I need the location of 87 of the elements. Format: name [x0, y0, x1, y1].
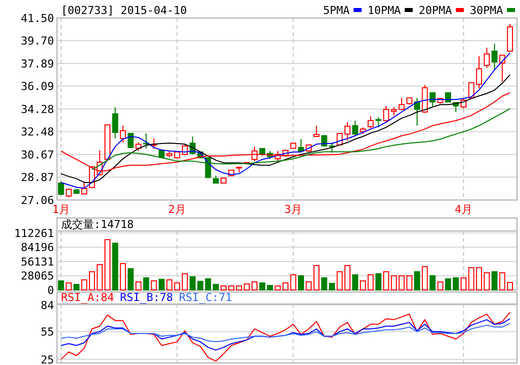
bar: [104, 239, 110, 290]
bar: [313, 265, 320, 290]
y-tick-label: 56131: [20, 255, 54, 268]
chart-title: 成交量:14718: [61, 218, 134, 231]
bar: [460, 277, 467, 290]
y-tick-label: 37.89: [20, 58, 54, 70]
candlestick: [414, 97, 420, 126]
candlestick: [143, 132, 150, 150]
candlestick: [375, 116, 382, 128]
y-tick-label: 32.48: [20, 126, 54, 139]
line-series: [60, 322, 510, 342]
candlestick: [313, 125, 320, 137]
bar: [298, 275, 304, 290]
bar: [445, 278, 452, 290]
bar: [190, 276, 196, 290]
chart-title: [002733] 2015-04-10: [61, 4, 187, 17]
candlestick: [383, 105, 390, 122]
bar: [383, 271, 390, 290]
bar: [306, 281, 312, 290]
bar: [430, 275, 436, 290]
bar: [220, 285, 227, 290]
bar: [128, 268, 134, 290]
bar: [135, 281, 142, 290]
bar: [352, 274, 358, 290]
line-series: [60, 312, 510, 362]
y-tick-label: 41.50: [20, 12, 54, 25]
bar: [484, 272, 490, 290]
y-tick-label: 25: [40, 353, 54, 365]
candlestick: [298, 138, 304, 152]
y-tick-label: 36.09: [20, 80, 54, 94]
bar: [73, 284, 80, 290]
bar: [321, 277, 328, 290]
y-tick-label: 30.67: [20, 148, 54, 162]
y-tick-label: 39.70: [20, 34, 54, 48]
y-tick-label: 112261: [14, 226, 54, 240]
x-tick-label: 2月: [168, 203, 186, 216]
series-label: RSI_A:84: [61, 291, 114, 304]
bar: [492, 271, 498, 290]
bar: [112, 242, 118, 290]
bar: [452, 277, 459, 290]
bar: [120, 263, 126, 290]
candlestick: [252, 146, 258, 162]
candlestick: [352, 120, 358, 136]
bar: [182, 273, 188, 290]
candlestick: [112, 106, 118, 139]
line-series: [60, 74, 510, 183]
bar: [406, 275, 412, 290]
bar: [336, 271, 343, 290]
y-tick-label: 84: [40, 298, 54, 312]
x-tick-label: 4月: [454, 203, 472, 216]
y-tick-label: 55: [40, 326, 54, 339]
legend-label: 5PMA: [323, 4, 350, 17]
bar: [414, 271, 420, 290]
text: RSI_B:78: [120, 291, 173, 304]
text: RSI_C:71: [178, 291, 232, 304]
bar: [437, 281, 444, 290]
candlestick: [430, 92, 436, 106]
candlestick: [120, 125, 126, 144]
legend-label: 10PMA: [368, 4, 402, 17]
candlestick: [492, 43, 498, 72]
candlestick: [344, 122, 350, 142]
y-tick-label: 28.87: [20, 171, 54, 184]
candlestick: [128, 132, 134, 148]
legend-label: 30PMA: [470, 4, 504, 17]
bar: [66, 282, 72, 290]
bar: [81, 279, 88, 290]
candlestick: [368, 116, 374, 129]
x-tick-label: 3月: [284, 203, 302, 216]
x-tick-label: 1月: [52, 203, 70, 216]
bar: [422, 266, 428, 290]
y-tick-label: 28065: [20, 270, 54, 283]
y-tick-label: 34.28: [20, 103, 54, 116]
y-tick-label: 84196: [20, 241, 54, 254]
legend-label: 20PMA: [418, 4, 452, 17]
bar: [375, 273, 382, 290]
candlestick: [58, 180, 64, 196]
y-tick-label: 0: [47, 284, 54, 297]
bar: [158, 278, 165, 290]
bar: [143, 277, 150, 290]
bar: [150, 280, 157, 290]
candlestick: [81, 180, 88, 194]
bar: [328, 282, 335, 290]
y-tick-label: 27.06: [20, 194, 54, 207]
candlestick: [484, 47, 490, 69]
bar: [212, 284, 219, 290]
bar: [344, 265, 350, 290]
bar: [58, 280, 64, 290]
